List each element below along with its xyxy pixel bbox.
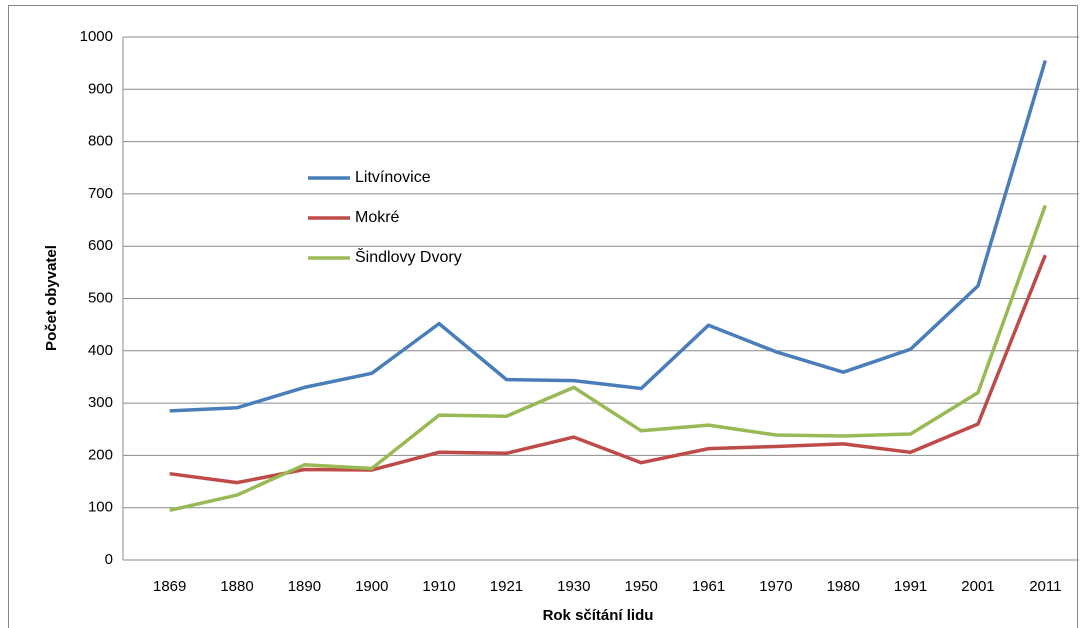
- y-tick-label: 800: [88, 133, 113, 150]
- y-tick-label: 1000: [80, 28, 113, 45]
- x-tick-label: 1980: [827, 578, 860, 595]
- legend-label: Mokré: [355, 209, 400, 226]
- y-tick-label: 300: [88, 394, 113, 411]
- x-tick-label: 1869: [153, 578, 186, 595]
- y-tick-label: 200: [88, 446, 113, 463]
- x-tick-label: 2001: [961, 578, 994, 595]
- y-tick-label: 500: [88, 289, 113, 306]
- x-tick-label: 2011: [1029, 578, 1061, 595]
- x-tick-label: 1950: [624, 578, 657, 595]
- x-tick-label: 1880: [220, 578, 253, 595]
- x-tick-label: 1921: [490, 578, 523, 595]
- series-line: [169, 59, 1047, 413]
- legend-label: Šindlovy Dvory: [355, 247, 462, 266]
- y-axis-title: Počet obyvatel: [43, 245, 60, 351]
- chart-frame: [8, 5, 1078, 628]
- x-tick-label: 1890: [288, 578, 321, 595]
- series-line: [169, 204, 1047, 513]
- x-tick-label: 1961: [692, 578, 725, 595]
- x-tick-label: 1910: [422, 578, 455, 595]
- y-tick-label: 700: [88, 185, 113, 202]
- series-line: [169, 254, 1047, 485]
- legend-label: Litvínovice: [355, 169, 431, 186]
- y-tick-label: 400: [88, 342, 113, 359]
- x-tick-label: 1900: [355, 578, 388, 595]
- y-tick-label: 600: [88, 237, 113, 254]
- x-tick-label: 1930: [557, 578, 590, 595]
- x-tick-label: 1970: [759, 578, 792, 595]
- x-axis-title: Rok sčítání lidu: [543, 607, 654, 624]
- y-tick-label: 900: [88, 80, 113, 97]
- y-tick-label: 100: [88, 499, 113, 516]
- y-tick-label: 0: [105, 551, 113, 568]
- x-tick-label: 1991: [894, 578, 927, 595]
